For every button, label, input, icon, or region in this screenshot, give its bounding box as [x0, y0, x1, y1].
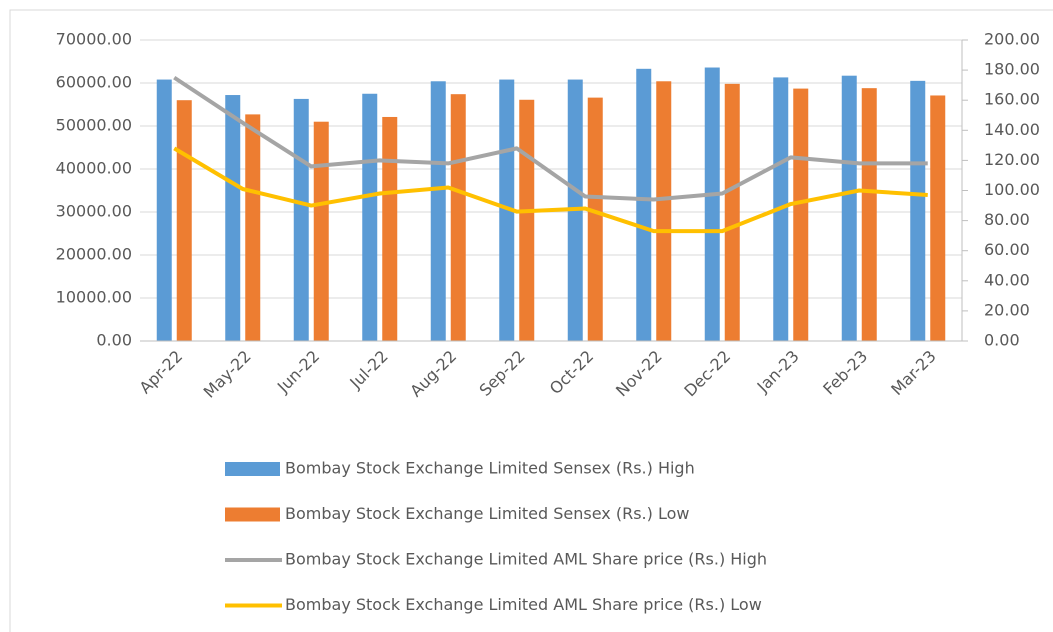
line	[173, 146, 928, 234]
x-tick-label: Feb-23	[819, 347, 871, 399]
legend-label: Bombay Stock Exchange Limited Sensex (Rs…	[285, 459, 695, 478]
legend-label: Bombay Stock Exchange Limited Sensex (Rs…	[285, 504, 689, 523]
legend-label: Bombay Stock Exchange Limited AML Share …	[285, 550, 767, 569]
bar	[293, 98, 309, 341]
y-tick-label: 70000.00	[56, 30, 132, 49]
y2-tick-label: 120.00	[984, 150, 1040, 169]
bar	[704, 67, 720, 342]
x-tick-label: Jan-23	[753, 347, 803, 397]
x-tick-label: Sep-22	[476, 347, 529, 400]
bar	[793, 88, 809, 341]
y2-tick-label: 80.00	[984, 210, 1030, 229]
y2-tick-label: 140.00	[984, 120, 1040, 139]
bar	[176, 100, 192, 341]
bar	[519, 99, 535, 342]
y-tick-label: 30000.00	[56, 202, 132, 221]
legend-label: Bombay Stock Exchange Limited AML Share …	[285, 595, 762, 614]
bar	[656, 81, 672, 341]
bar	[841, 75, 857, 341]
y2-tick-label: 0.00	[984, 331, 1020, 350]
y2-tick-label: 20.00	[984, 300, 1030, 319]
bar	[861, 88, 877, 341]
bar	[313, 121, 329, 341]
y-tick-label: 0.00	[96, 331, 132, 350]
bar	[930, 95, 946, 341]
x-tick-label: Oct-22	[546, 347, 597, 398]
bar	[430, 81, 446, 341]
y-tick-label: 60000.00	[56, 73, 132, 92]
y2-tick-label: 100.00	[984, 180, 1040, 199]
bar	[156, 79, 172, 341]
y-tick-label: 20000.00	[56, 245, 132, 264]
legend-swatch	[225, 507, 280, 522]
x-tick-label: Jul-22	[345, 347, 391, 393]
x-tick-label: Nov-22	[612, 347, 666, 401]
y2-tick-label: 160.00	[984, 90, 1040, 109]
legend-swatch	[225, 462, 280, 476]
bar	[382, 116, 398, 341]
bar	[225, 95, 241, 341]
x-tick-label: Dec-22	[680, 347, 734, 401]
y2-tick-label: 180.00	[984, 60, 1040, 79]
bar	[636, 68, 652, 341]
y2-tick-label: 40.00	[984, 270, 1030, 289]
bar	[450, 94, 466, 342]
y-tick-label: 40000.00	[56, 159, 132, 178]
x-tick-label: Aug-22	[406, 347, 460, 401]
y2-tick-label: 60.00	[984, 240, 1030, 259]
y2-tick-label: 200.00	[984, 30, 1040, 49]
bar	[499, 79, 515, 341]
bar	[245, 114, 261, 341]
x-tick-label: Apr-22	[135, 347, 186, 398]
bar	[362, 93, 378, 341]
bar	[587, 97, 603, 342]
x-tick-label: Jun-22	[273, 347, 323, 397]
line	[173, 75, 928, 202]
x-tick-label: May-22	[200, 347, 255, 402]
y-tick-label: 50000.00	[56, 116, 132, 135]
bar	[724, 83, 740, 342]
y-tick-label: 10000.00	[56, 288, 132, 307]
x-tick-label: Mar-23	[887, 347, 940, 400]
bar	[910, 80, 926, 341]
chart-frame	[9, 9, 1053, 632]
